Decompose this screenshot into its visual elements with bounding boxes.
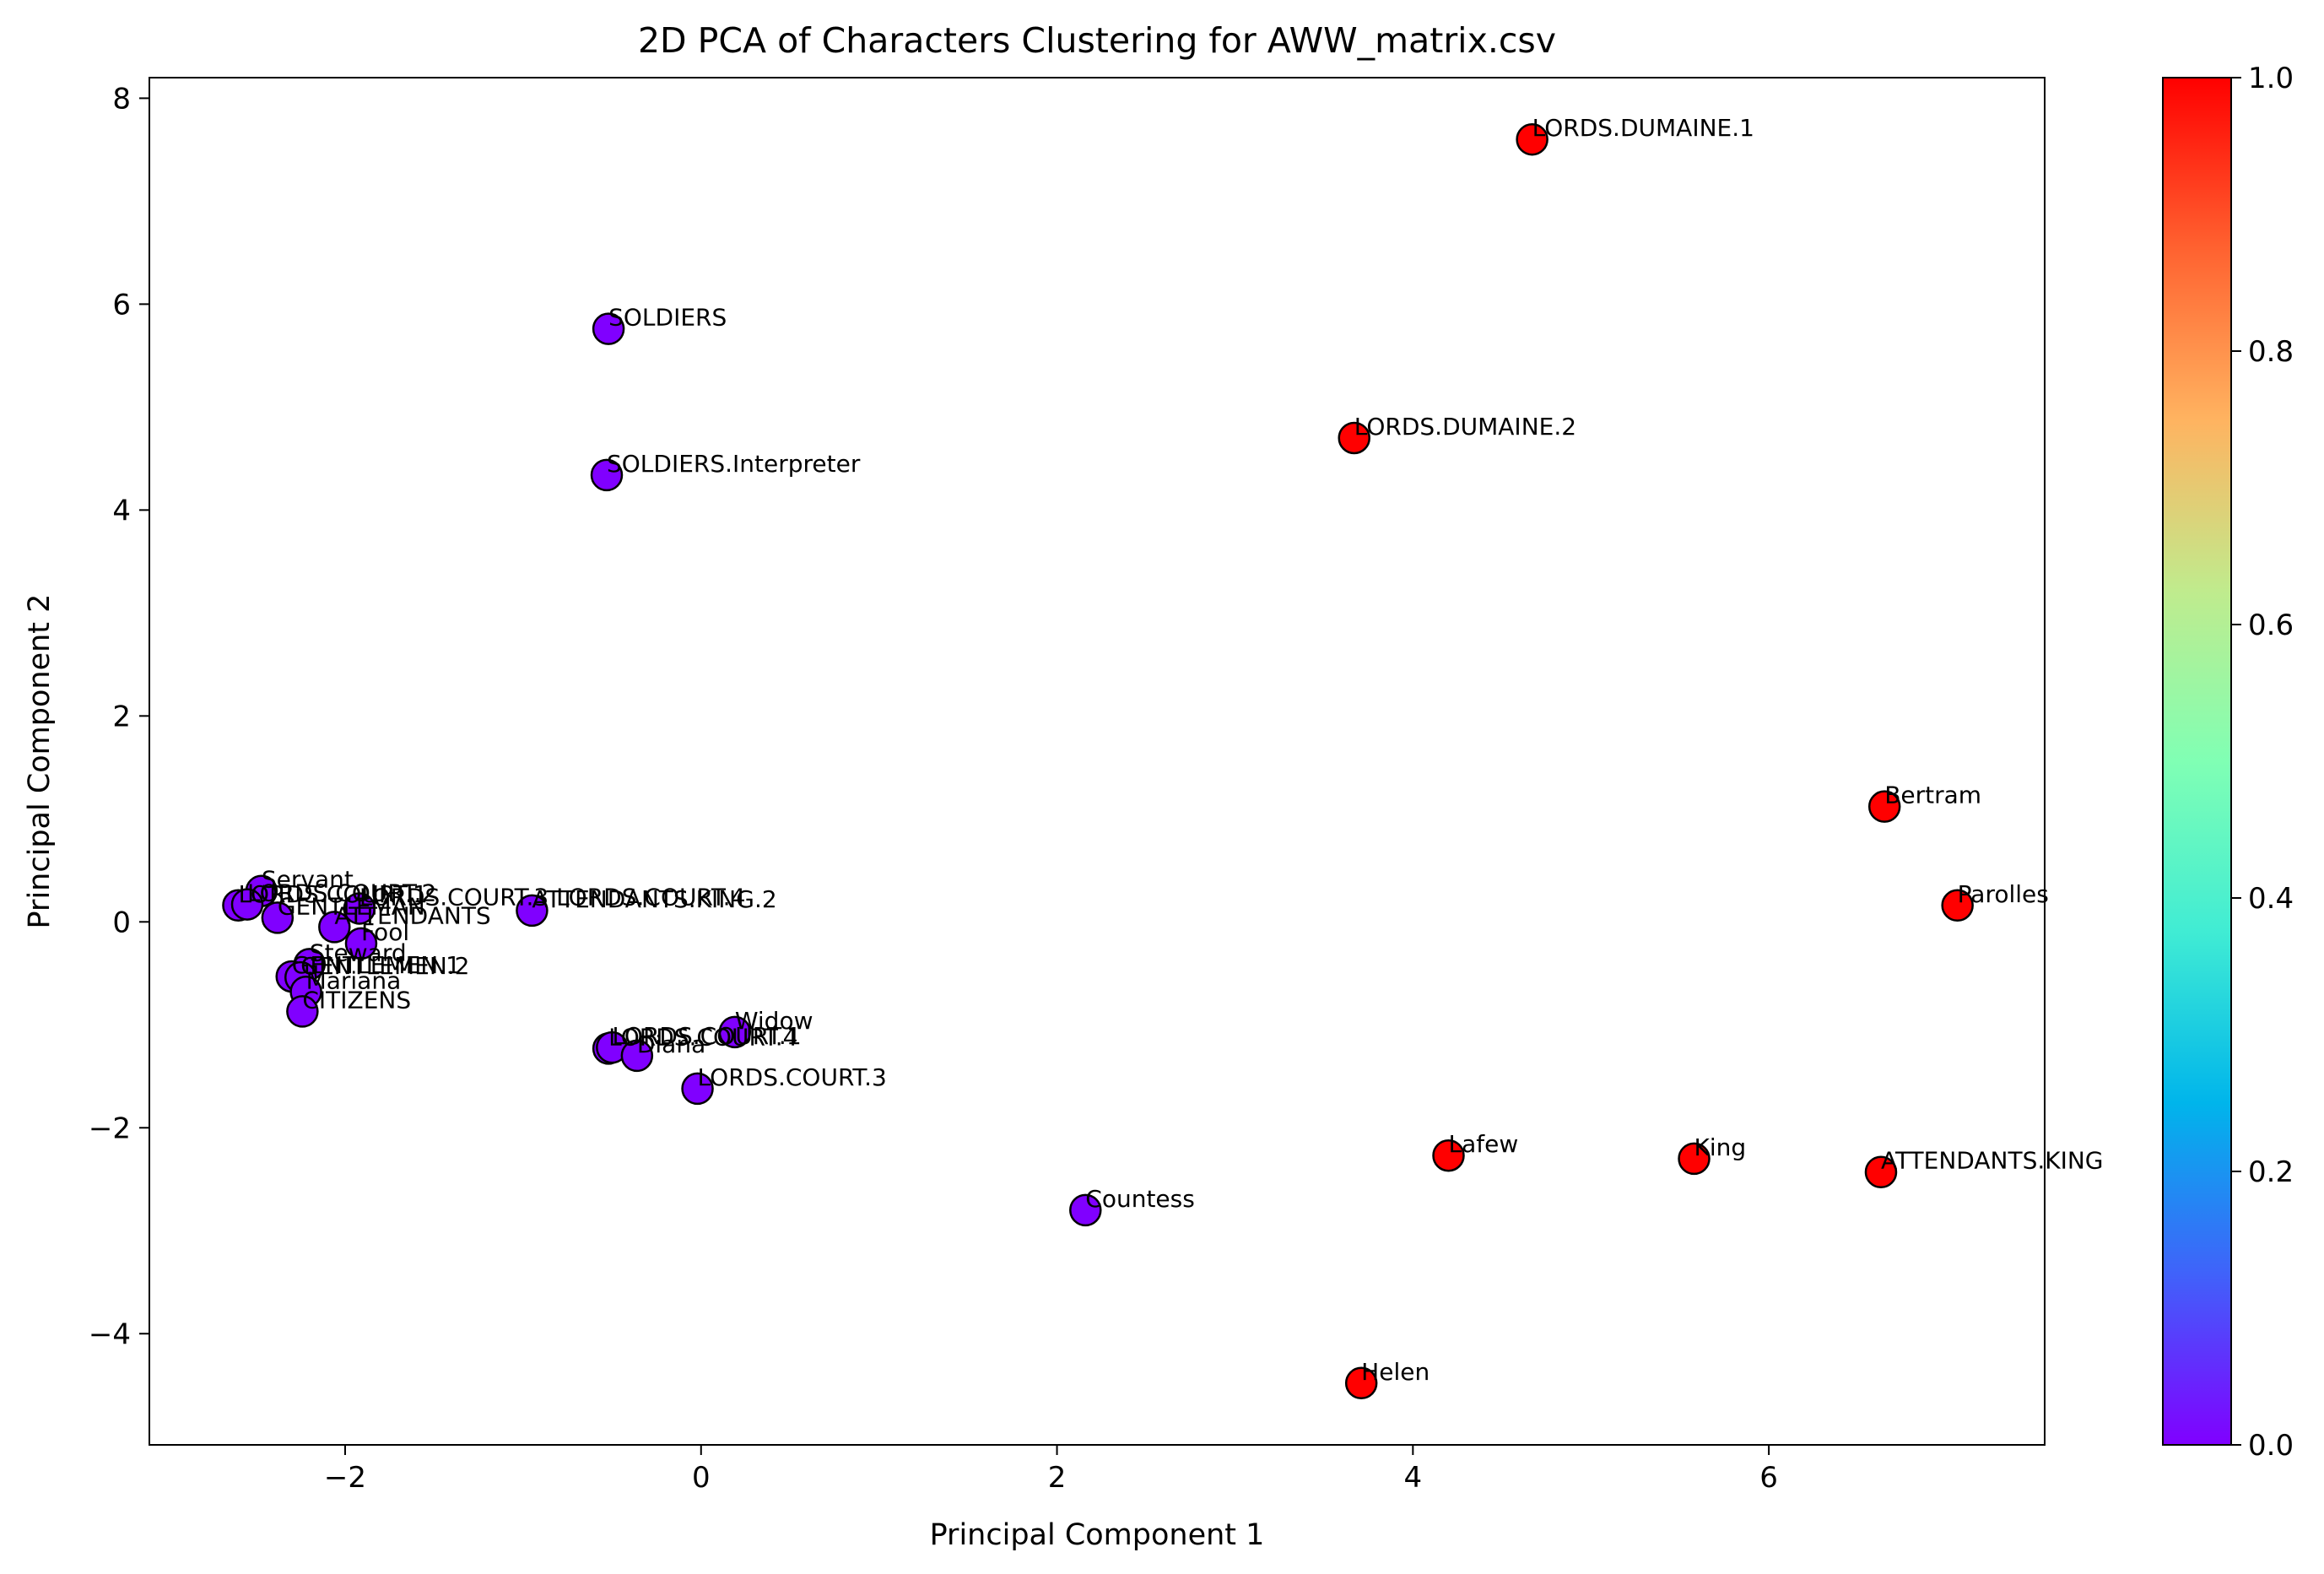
scatter-point	[1516, 122, 1548, 156]
point-label: LORDS.COURT.3	[698, 1063, 887, 1091]
point-labels-layer: LORDS.DUMAINE.1 LORDS.DUMAINE.2 Bertram Par…	[238, 114, 2103, 1386]
y-tick-label: 6	[112, 288, 131, 322]
scatter-point	[590, 458, 624, 492]
colorbar-tick-label: 0.6	[2248, 609, 2294, 642]
y-tick-label: 4	[112, 494, 131, 527]
colorbar-ticks: 0.0 0.2 0.4 0.6 0.8 1.0	[2231, 62, 2294, 1463]
point-label: Lafew	[1449, 1130, 1519, 1158]
point-label: LORDS.DUMAINE.1	[1532, 114, 1754, 142]
x-axis: −2 0 2 4 6	[324, 1445, 1778, 1495]
scatter-point	[1338, 421, 1370, 455]
chart-title: 2D PCA of Characters Clustering for AWW_…	[638, 20, 1556, 61]
y-tick-label: 8	[112, 82, 131, 116]
point-label: CITIZENS	[302, 986, 411, 1014]
point-label: LORDS.COURT.1	[612, 1022, 801, 1050]
scatter-point	[343, 892, 376, 925]
x-tick-label: 4	[1404, 1461, 1423, 1495]
y-tick-label: −4	[89, 1317, 131, 1351]
scatter-point	[1941, 889, 1974, 922]
colorbar-tick-label: 0.8	[2248, 335, 2294, 369]
y-axis: −4 −2 0 2 4 6 8	[89, 82, 149, 1351]
point-label: GENTLEMEN.2	[300, 952, 469, 980]
point-label: SOLDIERS	[608, 304, 727, 332]
colorbar-tick-label: 0.0	[2248, 1429, 2294, 1463]
point-label: Widow	[735, 1007, 813, 1035]
scatter-point	[1867, 790, 1901, 823]
point-label: LORDS.DUMAINE.2	[1354, 413, 1576, 441]
point-label: ATTENDANTS.KING	[1881, 1147, 2104, 1175]
point-label: SOLDIERS.Interpreter	[607, 450, 861, 478]
point-label: GENTLEMAN	[278, 892, 425, 920]
scatter-point	[230, 888, 264, 921]
point-label: Servant	[262, 866, 354, 894]
point-label: ATTENDANTS.KING.2	[532, 885, 776, 913]
y-tick-label: 0	[112, 906, 131, 939]
scatter-point	[261, 901, 295, 934]
colorbar-tick-label: 1.0	[2248, 62, 2294, 95]
plot-area	[149, 77, 2046, 1446]
colorbar	[2162, 77, 2232, 1446]
x-axis-label: Principal Component 1	[930, 1518, 1265, 1552]
points-layer	[222, 122, 1974, 1400]
scatter-point	[620, 1039, 654, 1073]
point-label: King	[1694, 1133, 1747, 1161]
scatter-point	[1864, 1155, 1898, 1188]
point-label: Countess	[1085, 1185, 1195, 1213]
y-tick-label: 2	[112, 700, 131, 733]
scatter-point	[286, 995, 319, 1028]
point-label: LORDS.COURT.4	[608, 1023, 797, 1051]
scatter-point	[718, 1015, 752, 1049]
y-axis-label: Principal Component 2	[23, 594, 57, 929]
scatter-point	[516, 894, 549, 928]
y-tick-label: −2	[89, 1112, 131, 1145]
point-label: LORDS.COURT.1	[238, 880, 427, 908]
point-label: ATTENDANTS	[334, 901, 490, 929]
point-label: Diana	[637, 1030, 705, 1058]
point-label: Fool	[361, 918, 409, 946]
colorbar-tick-label: 0.2	[2248, 1155, 2294, 1189]
point-label: LORDS.COURT.3 LORDS.COURT.4	[359, 883, 746, 911]
scatter-point	[592, 312, 625, 345]
point-label: Bertram	[1884, 782, 1981, 809]
x-tick-label: 6	[1759, 1461, 1778, 1495]
x-tick-label: 0	[692, 1461, 711, 1495]
scatter-point	[344, 927, 378, 960]
scatter-point	[1678, 1142, 1711, 1176]
point-label: LORDS.COURT.2	[247, 879, 436, 907]
point-label: Steward	[310, 938, 407, 966]
scatter-point	[318, 911, 351, 944]
scatter-point	[1344, 1366, 1378, 1400]
point-label: Helen	[1361, 1358, 1430, 1386]
scatter-point	[681, 1072, 714, 1106]
scatter-point	[1432, 1139, 1465, 1172]
point-label: GENTLEMEN.1	[292, 951, 461, 979]
point-label: Mariana	[306, 966, 402, 994]
x-tick-label: 2	[1048, 1461, 1067, 1495]
point-label: Parolles	[1958, 880, 2049, 908]
colorbar-tick-label: 0.4	[2248, 882, 2294, 916]
scatter-point	[1069, 1193, 1102, 1227]
x-tick-label: −2	[324, 1461, 366, 1495]
